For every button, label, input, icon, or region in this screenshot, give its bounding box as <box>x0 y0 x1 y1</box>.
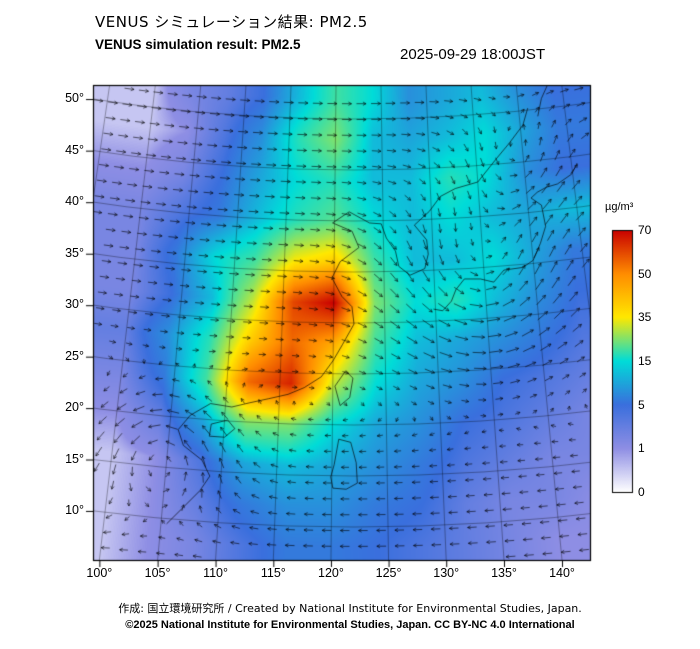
lat-tick-label: 30° <box>65 297 84 312</box>
lat-tick-label: 15° <box>65 451 84 466</box>
lon-tick-label: 115° <box>260 566 286 580</box>
lon-tick-label: 125° <box>375 566 402 580</box>
colorbar-tick-label: 0 <box>638 485 645 499</box>
lat-tick-label: 35° <box>65 245 84 260</box>
license-line: ©2025 National Institute for Environment… <box>125 619 575 631</box>
lat-tick-label: 20° <box>65 400 84 415</box>
lon-tick-label: 135° <box>491 566 517 580</box>
colorbar-unit-label: µg/m³ <box>605 201 634 213</box>
page-title-english: VENUS simulation result: PM2.5 <box>95 37 301 52</box>
lon-tick-label: 120° <box>318 566 344 580</box>
colorbar-tick-label: 15 <box>638 354 652 368</box>
page-title-japanese: VENUS シミュレーション結果: PM2.5 <box>95 13 368 31</box>
lon-tick-label: 130° <box>433 566 460 580</box>
colorbar-tick-label: 5 <box>638 397 645 412</box>
timestamp: 2025-09-29 18:00JST <box>400 46 546 63</box>
lat-tick-label: 10° <box>65 502 84 517</box>
credit-line: 作成: 国立環境研究所 / Created by National Instit… <box>118 602 582 615</box>
colorbar-tick-label: 35 <box>638 310 652 325</box>
colorbar-tick-label: 50 <box>638 266 652 281</box>
lon-tick-label: 140° <box>549 566 575 580</box>
colorbar-tick-label: 70 <box>638 223 652 237</box>
lon-tick-label: 100° <box>86 566 113 580</box>
lat-tick-label: 50° <box>65 91 84 106</box>
lon-tick-label: 110° <box>203 566 229 580</box>
colorbar-tick-label: 1 <box>638 441 645 456</box>
lat-tick-label: 40° <box>65 194 84 209</box>
lon-tick-label: 105° <box>144 566 171 580</box>
lat-tick-label: 25° <box>65 348 84 363</box>
lat-tick-label: 45° <box>65 142 84 157</box>
